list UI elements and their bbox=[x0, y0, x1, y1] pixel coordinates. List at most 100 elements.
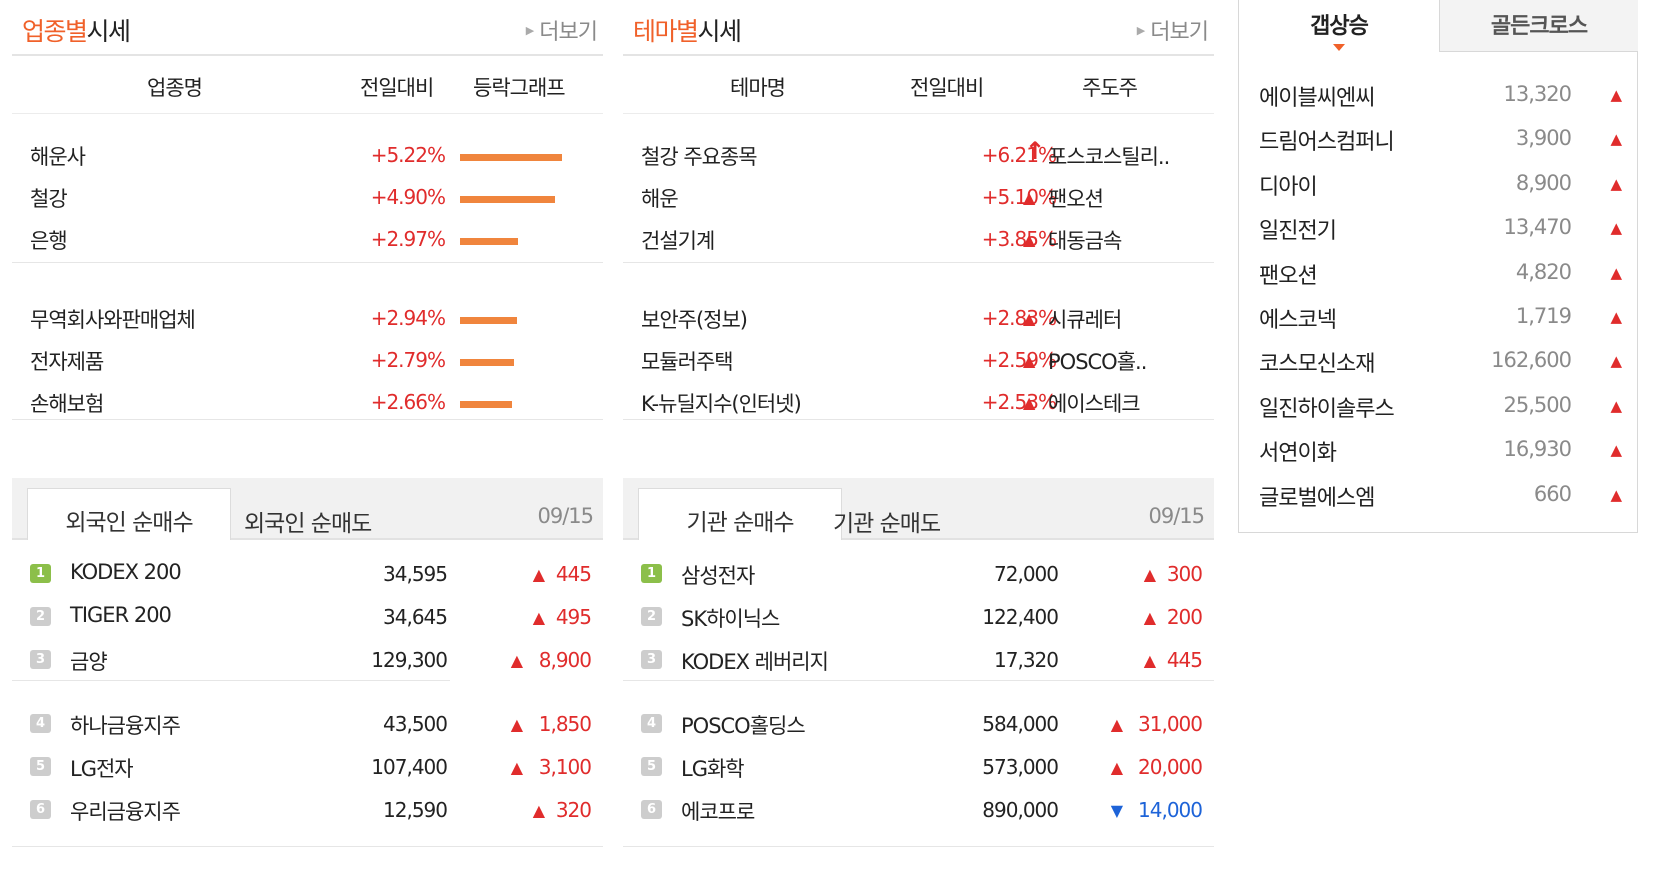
theme-row[interactable]: 해운 +5.10% ▲ 팬오션 bbox=[623, 175, 1214, 219]
trading-row[interactable]: 4 하나금융지주 43,500 ▲ 1,850 bbox=[12, 702, 603, 746]
stock-price: 890,000 bbox=[982, 798, 1059, 822]
stock-name: 삼성전자 bbox=[681, 564, 755, 588]
up-triangle-icon: ▲ bbox=[510, 715, 523, 734]
stock-name: 금양 bbox=[70, 650, 108, 674]
sector-row[interactable]: 손해보험 +2.66% bbox=[12, 380, 603, 424]
up-triangle-icon: ▲ bbox=[1610, 352, 1622, 371]
header-sector-name: 업종명 bbox=[147, 76, 203, 100]
up-triangle-icon: ▲ bbox=[1143, 651, 1156, 670]
stock-price: 16,930 bbox=[1503, 437, 1572, 462]
ranking-row[interactable]: 에이블씨엔씨 13,320 ▲ bbox=[1239, 74, 1637, 118]
rank-badge: 5 bbox=[30, 757, 51, 776]
ranking-row[interactable]: 코스모신소재 162,600 ▲ bbox=[1239, 340, 1637, 384]
rank-badge: 3 bbox=[30, 650, 51, 669]
up-triangle-icon: ▲ bbox=[1023, 230, 1035, 249]
theme-leader-stock[interactable]: 시큐레터 bbox=[1048, 308, 1122, 332]
ranking-row[interactable]: 디아이 8,900 ▲ bbox=[1239, 163, 1637, 207]
sector-row[interactable]: 해운사 +5.22% bbox=[12, 133, 603, 177]
header-change: 전일대비 bbox=[910, 76, 984, 100]
up-triangle-icon: ▲ bbox=[1023, 188, 1035, 207]
theme-leader-stock[interactable]: 에이스테크 bbox=[1048, 392, 1141, 416]
institution-date: 09/15 bbox=[1148, 504, 1205, 528]
ranking-row[interactable]: 서연이화 16,930 ▲ bbox=[1239, 429, 1637, 473]
theme-name: 철강 주요종목 bbox=[641, 145, 758, 169]
up-triangle-icon: ▲ bbox=[1023, 351, 1035, 370]
foreign-date: 09/15 bbox=[537, 504, 594, 528]
theme-row[interactable]: K-뉴딜지수(인터넷) +2.53% ▲ 에이스테크 bbox=[623, 380, 1214, 424]
theme-change: +2.53% bbox=[981, 390, 1057, 414]
header-change: 전일대비 bbox=[360, 76, 434, 100]
sector-row[interactable]: 무역회사와판매업체 +2.94% bbox=[12, 296, 603, 340]
change-amount: 1,850 bbox=[538, 712, 592, 736]
sector-change: +5.22% bbox=[370, 143, 446, 167]
rank-badge: 4 bbox=[30, 714, 51, 733]
theme-leader-stock[interactable]: 대동금속 bbox=[1048, 229, 1122, 253]
sector-row[interactable]: 전자제품 +2.79% bbox=[12, 338, 603, 382]
tab-gap-up[interactable]: 갭상승 bbox=[1239, 0, 1439, 52]
change-amount: 14,000 bbox=[1138, 798, 1203, 822]
header-graph: 등락그래프 bbox=[473, 76, 566, 100]
tab-institution-net-buy[interactable]: 기관 순매수 bbox=[638, 488, 842, 540]
trading-row[interactable]: 3 금양 129,300 ▲ 8,900 bbox=[12, 638, 603, 682]
theme-change: +2.59% bbox=[981, 348, 1057, 372]
theme-row[interactable]: 건설기계 +3.85% ▲ 대동금속 bbox=[623, 217, 1214, 261]
trading-row[interactable]: 6 우리금융지주 12,590 ▲ 320 bbox=[12, 788, 603, 832]
change-bar bbox=[460, 359, 514, 366]
up-triangle-icon: ▲ bbox=[1023, 309, 1035, 328]
theme-title: 테마별시세 bbox=[633, 17, 742, 46]
theme-more-link[interactable]: ▶ 더보기 bbox=[1136, 20, 1209, 45]
stock-price: 584,000 bbox=[982, 712, 1059, 736]
up-triangle-icon: ▲ bbox=[1143, 608, 1156, 627]
up-triangle-icon: ▲ bbox=[532, 565, 545, 584]
up-triangle-icon: ▲ bbox=[1110, 758, 1123, 777]
tab-foreign-net-buy[interactable]: 외국인 순매수 bbox=[27, 488, 231, 540]
rank-badge: 5 bbox=[641, 757, 662, 776]
trading-row[interactable]: 1 KODEX 200 34,595 ▲ 445 bbox=[12, 552, 603, 596]
ranking-row[interactable]: 글로벌에스엠 660 ▲ bbox=[1239, 474, 1637, 518]
sector-change: +2.79% bbox=[370, 348, 446, 372]
stock-name: SK하이닉스 bbox=[681, 607, 780, 631]
sector-name: 은행 bbox=[30, 229, 68, 253]
change-bar bbox=[460, 317, 517, 324]
change-amount: 31,000 bbox=[1138, 712, 1203, 736]
ranking-row[interactable]: 에스코넥 1,719 ▲ bbox=[1239, 296, 1637, 340]
sector-more-link[interactable]: ▶ 더보기 bbox=[525, 20, 598, 45]
ranking-row[interactable]: 팬오션 4,820 ▲ bbox=[1239, 252, 1637, 296]
theme-change: +6.21% bbox=[981, 143, 1057, 167]
tab-golden-cross[interactable]: 골든크로스 bbox=[1439, 0, 1638, 52]
ranking-row[interactable]: 일진하이솔루스 25,500 ▲ bbox=[1239, 385, 1637, 429]
stock-price: 13,470 bbox=[1503, 215, 1572, 240]
theme-change: +3.85% bbox=[981, 227, 1057, 251]
theme-leader-stock[interactable]: 포스코스틸리.. bbox=[1048, 145, 1170, 169]
up-triangle-icon: ▲ bbox=[532, 608, 545, 627]
stock-price: 573,000 bbox=[982, 755, 1059, 779]
trading-row[interactable]: 4 POSCO홀딩스 584,000 ▲ 31,000 bbox=[623, 702, 1214, 746]
change-amount: 445 bbox=[555, 562, 592, 586]
sector-row[interactable]: 은행 +2.97% bbox=[12, 217, 603, 261]
trading-row[interactable]: 2 TIGER 200 34,645 ▲ 495 bbox=[12, 595, 603, 639]
ranking-row[interactable]: 일진전기 13,470 ▲ bbox=[1239, 207, 1637, 251]
trading-row[interactable]: 1 삼성전자 72,000 ▲ 300 bbox=[623, 552, 1214, 596]
trading-row[interactable]: 5 LG화학 573,000 ▲ 20,000 bbox=[623, 745, 1214, 789]
trading-row[interactable]: 6 에코프로 890,000 ▼ 14,000 bbox=[623, 788, 1214, 832]
stock-name: POSCO홀딩스 bbox=[681, 714, 806, 738]
sector-name: 해운사 bbox=[30, 145, 86, 169]
ranking-row[interactable]: 드림어스컴퍼니 3,900 ▲ bbox=[1239, 118, 1637, 162]
theme-leader-stock[interactable]: POSCO홀.. bbox=[1048, 350, 1147, 374]
trading-row[interactable]: 5 LG전자 107,400 ▲ 3,100 bbox=[12, 745, 603, 789]
change-bar bbox=[460, 401, 512, 408]
theme-row[interactable]: 철강 주요종목 +6.21% ↑ 포스코스틸리.. bbox=[623, 133, 1214, 177]
sector-row[interactable]: 철강 +4.90% bbox=[12, 175, 603, 219]
trading-row[interactable]: 2 SK하이닉스 122,400 ▲ 200 bbox=[623, 595, 1214, 639]
change-amount: 495 bbox=[555, 605, 592, 629]
trading-row[interactable]: 3 KODEX 레버리지 17,320 ▲ 445 bbox=[623, 638, 1214, 682]
stock-name: 코스모신소재 bbox=[1259, 352, 1375, 378]
up-triangle-icon: ▲ bbox=[510, 758, 523, 777]
up-triangle-icon: ▲ bbox=[1610, 263, 1622, 282]
stock-price: 4,820 bbox=[1515, 259, 1572, 284]
stock-price: 3,900 bbox=[1515, 126, 1572, 151]
stock-price: 12,590 bbox=[383, 798, 448, 822]
theme-row[interactable]: 모듈러주택 +2.59% ▲ POSCO홀.. bbox=[623, 338, 1214, 382]
theme-leader-stock[interactable]: 팬오션 bbox=[1048, 187, 1104, 211]
theme-row[interactable]: 보안주(정보) +2.83% ▲ 시큐레터 bbox=[623, 296, 1214, 340]
